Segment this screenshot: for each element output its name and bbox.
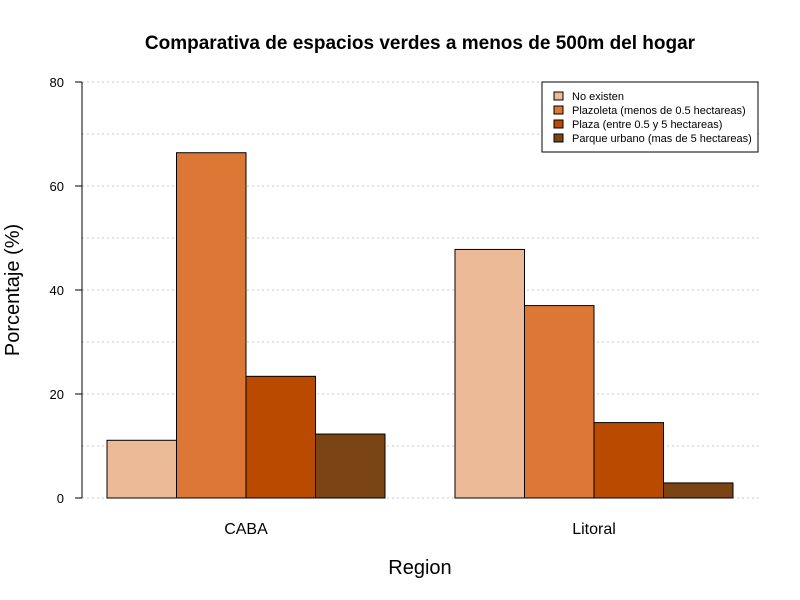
bar xyxy=(593,422,664,499)
bar xyxy=(524,305,595,499)
x-category-label: Litoral xyxy=(572,521,616,538)
legend: No existen Plazoleta (menos de 0.5 hectar… xyxy=(541,81,759,153)
bars xyxy=(106,152,734,499)
bar xyxy=(176,152,247,499)
legend-label: Plazoleta (menos de 0.5 hectareas) xyxy=(572,105,746,117)
y-tick-label: 60 xyxy=(50,179,64,194)
y-tick-label: 20 xyxy=(50,387,64,402)
bar xyxy=(245,375,316,499)
bar xyxy=(106,439,177,499)
legend-label: Plaza (entre 0.5 y 5 hectareas) xyxy=(572,119,722,131)
x-axis-label: Region xyxy=(388,557,451,579)
x-axis-categories: CABA Litoral xyxy=(224,521,616,538)
y-tick-label: 0 xyxy=(57,491,64,506)
y-axis-label: Porcentaje (%) xyxy=(2,224,24,356)
y-tick-label: 40 xyxy=(50,283,64,298)
legend-label: No existen xyxy=(572,91,624,103)
legend-swatch xyxy=(553,119,564,129)
y-tick-label: 80 xyxy=(50,75,64,90)
legend-swatch xyxy=(553,133,564,143)
legend-box xyxy=(541,81,759,153)
bar xyxy=(663,482,734,499)
chart-title: Comparativa de espacios verdes a menos d… xyxy=(145,33,696,54)
legend-swatch xyxy=(553,105,564,115)
legend-swatch xyxy=(553,91,564,101)
legend-label: Parque urbano (mas de 5 hectareas) xyxy=(572,133,752,145)
bar xyxy=(454,248,525,499)
x-category-label: CABA xyxy=(224,521,268,538)
bar xyxy=(315,433,386,499)
y-axis: 0 20 40 60 80 xyxy=(50,75,83,506)
